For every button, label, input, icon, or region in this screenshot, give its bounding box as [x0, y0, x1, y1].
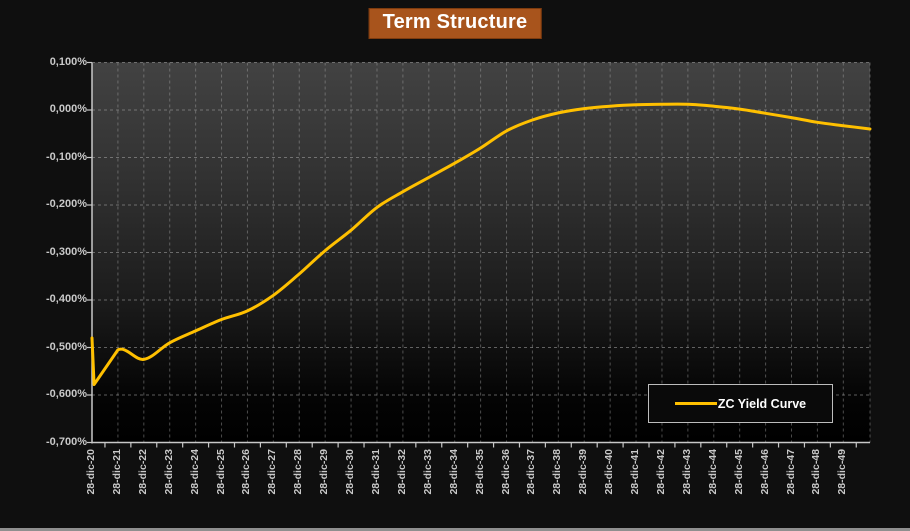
x-axis-label: 28-dic-25: [214, 449, 227, 495]
x-axis-label: 28-dic-28: [292, 449, 305, 495]
x-axis-label: 28-dic-27: [266, 449, 279, 495]
x-axis-label: 28-dic-33: [421, 449, 434, 495]
x-axis-label: 28-dic-23: [162, 449, 175, 495]
chart-title: Term Structure: [368, 8, 542, 39]
legend-series-label: ZC Yield Curve: [717, 396, 807, 411]
window-bottom-border: [0, 528, 910, 531]
x-axis-label: 28-dic-42: [654, 449, 667, 495]
x-axis-label: 28-dic-20: [85, 449, 97, 495]
x-axis-label: 28-dic-48: [810, 449, 823, 495]
x-axis-label: 28-dic-46: [758, 449, 771, 495]
y-axis-label: -0,300%: [46, 245, 87, 258]
x-axis-label: 28-dic-44: [706, 449, 719, 495]
y-axis-label: -0,600%: [46, 388, 87, 400]
y-axis-label: -0,200%: [46, 198, 87, 210]
x-axis-label: 28-dic-49: [836, 449, 849, 495]
x-axis-label: 28-dic-31: [369, 449, 382, 495]
legend: ZC Yield Curve: [648, 384, 833, 423]
x-axis-label: 28-dic-26: [240, 449, 253, 495]
x-axis-label: 28-dic-21: [110, 449, 123, 495]
x-axis-label: 28-dic-47: [784, 449, 797, 495]
x-axis-label: 28-dic-41: [629, 449, 642, 495]
x-axis-label: 28-dic-37: [525, 449, 538, 495]
x-axis-label: 28-dic-29: [318, 449, 331, 495]
x-axis-label: 28-dic-24: [188, 449, 201, 495]
y-axis-label: -0,500%: [46, 340, 87, 353]
x-axis-label: 28-dic-38: [551, 449, 564, 495]
x-axis-label: 28-dic-43: [680, 449, 693, 495]
x-axis-label: 28-dic-30: [344, 449, 357, 495]
x-axis-label: 28-dic-36: [499, 449, 512, 495]
y-axis-label: -0,400%: [46, 293, 87, 305]
y-axis-label: -0,700%: [46, 435, 87, 448]
y-axis-label: 0,100%: [49, 55, 87, 68]
legend-line-swatch: [674, 401, 717, 406]
x-axis-label: 28-dic-45: [732, 449, 745, 495]
y-axis-label: -0,100%: [46, 150, 87, 163]
x-axis-label: 28-dic-32: [395, 449, 408, 495]
x-axis-label: 28-dic-35: [473, 449, 486, 495]
x-axis-label: 28-dic-39: [577, 449, 590, 495]
x-axis-label: 28-dic-34: [447, 449, 460, 495]
x-axis-label: 28-dic-40: [603, 449, 616, 495]
zc-yield-curve-line: [90, 102, 872, 387]
y-axis-label: 0,000%: [49, 103, 87, 115]
x-axis-label: 28-dic-22: [136, 449, 149, 495]
